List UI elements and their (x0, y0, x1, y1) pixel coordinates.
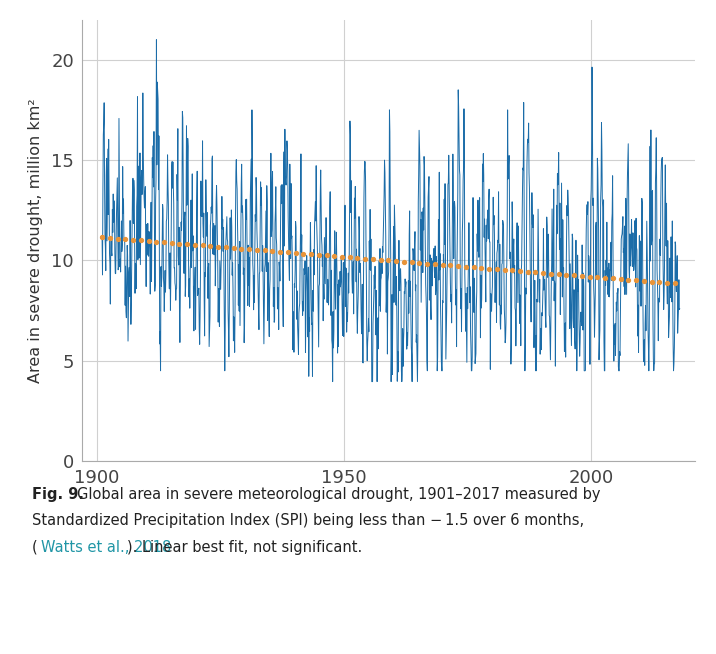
Text: Watts et al., 2018: Watts et al., 2018 (41, 540, 171, 555)
Text: Standardized Precipitation Index (SPI) being less than − 1.5 over 6 months,: Standardized Precipitation Index (SPI) b… (32, 513, 584, 528)
Y-axis label: Area in severe drought, million km²: Area in severe drought, million km² (28, 98, 43, 383)
Text: ). Linear best fit, not significant.: ). Linear best fit, not significant. (127, 540, 363, 555)
Text: Fig. 9.: Fig. 9. (32, 487, 84, 502)
Text: Global area in severe meteorological drought, 1901–2017 measured by: Global area in severe meteorological dro… (77, 487, 601, 502)
Text: (: ( (32, 540, 38, 555)
